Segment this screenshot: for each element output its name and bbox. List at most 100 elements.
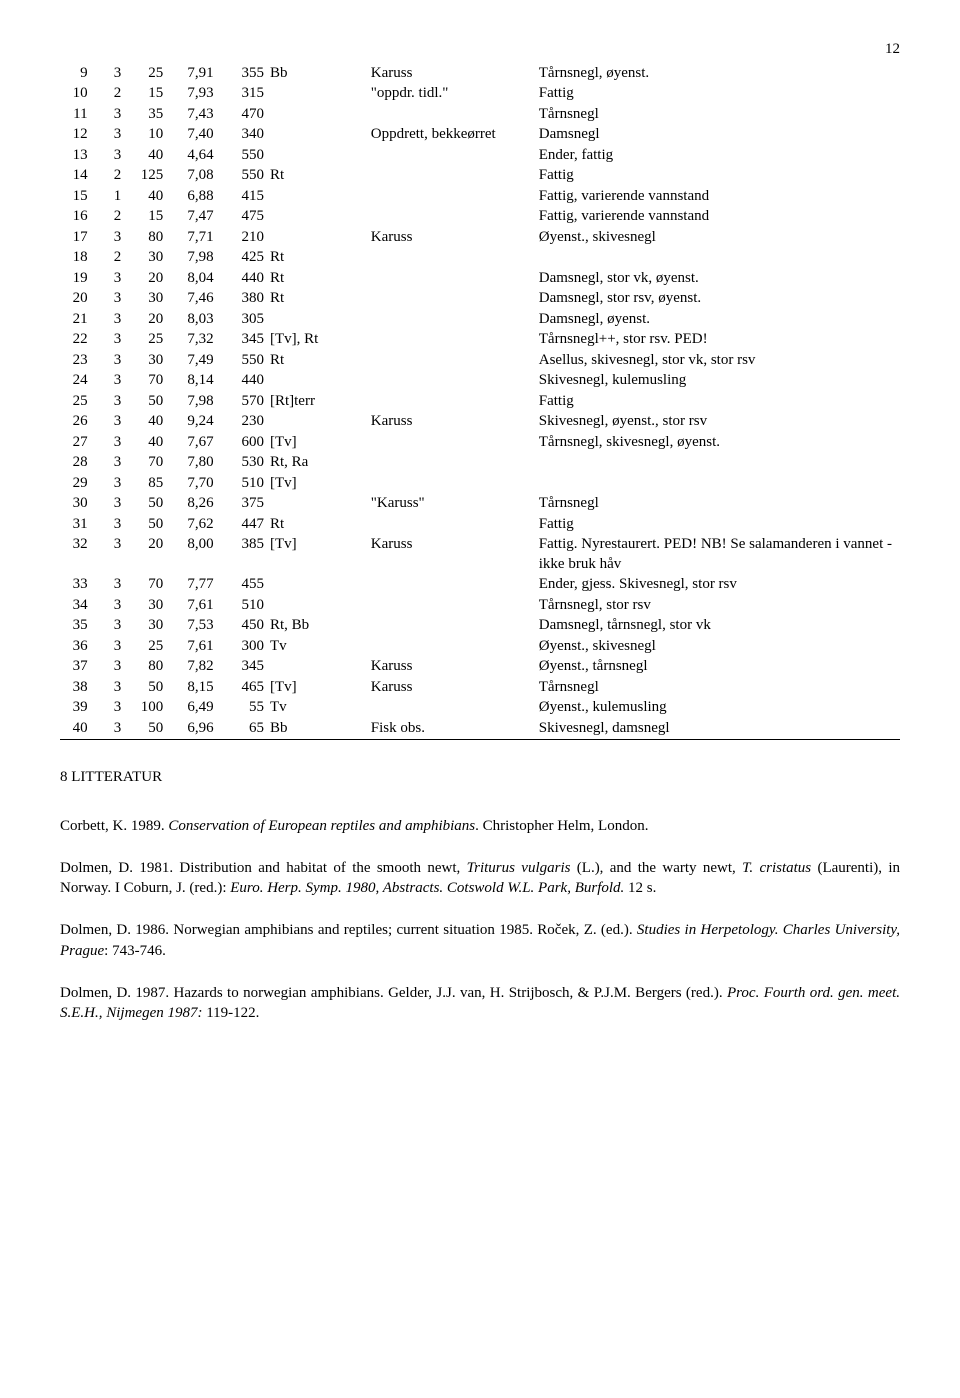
table-row: 162157,47475Fattig, varierende vannstand [60,207,900,228]
table-cell: 3 [94,269,128,290]
table-cell: 7,49 [169,351,219,372]
table-cell: Rt [270,166,371,187]
table-cell: 36 [60,637,94,658]
table-cell: Damsnegl, stor vk, øyenst. [539,269,900,290]
table-cell [270,494,371,515]
table-cell: 3 [94,596,128,617]
table-cell: [Tv] [270,535,371,575]
table-cell: 550 [220,166,270,187]
table-cell: 3 [94,474,128,495]
table-cell: 3 [94,412,128,433]
table-cell: 510 [220,474,270,495]
table-cell: 31 [60,515,94,536]
table-cell: 30 [127,289,169,310]
table-row: 113357,43470Tårnsnegl [60,105,900,126]
table-cell: Rt [270,248,371,269]
table-cell: 28 [60,453,94,474]
table-cell: Tårnsnegl, skivesnegl, øyenst. [539,433,900,454]
table-cell: 30 [127,596,169,617]
table-cell: 355 [220,64,270,85]
table-row: 213208,03305Damsnegl, øyenst. [60,310,900,331]
table-cell: Skivesnegl, øyenst., stor rsv [539,412,900,433]
table-cell: 230 [220,412,270,433]
table-cell: 550 [220,146,270,167]
table-row: 373807,82345KarussØyenst., tårnsnegl [60,657,900,678]
table-row: 123107,40340Oppdrett, bekkeørretDamsnegl [60,125,900,146]
table-cell: Karuss [371,412,539,433]
table-cell [539,248,900,269]
table-cell [270,125,371,146]
table-cell: 6,88 [169,187,219,208]
table-cell: 450 [220,616,270,637]
table-cell: 9,24 [169,412,219,433]
table-cell: 8,03 [169,310,219,331]
table-row: 313507,62447RtFattig [60,515,900,536]
table-cell [371,637,539,658]
table-cell [371,515,539,536]
table-cell: 34 [60,596,94,617]
table-cell: Tårnsnegl [539,678,900,699]
table-cell: 7,98 [169,392,219,413]
table-cell [371,433,539,454]
table-cell: 40 [127,412,169,433]
table-cell: 2 [94,207,128,228]
table-cell: 440 [220,371,270,392]
table-cell: Tårnsnegl++, stor rsv. PED! [539,330,900,351]
table-cell: 85 [127,474,169,495]
table-cell: 380 [220,289,270,310]
table-cell [539,474,900,495]
table-cell: 3 [94,575,128,596]
reference-text: Dolmen, D. 1981. Distribution and habita… [60,860,467,876]
table-row: 233307,49550RtAsellus, skivesnegl, stor … [60,351,900,372]
reference-text: 119-122. [202,1005,259,1021]
table-cell [371,698,539,719]
reference-italic: Triturus vulgaris [467,860,571,876]
table-cell [270,105,371,126]
table-cell: 8,00 [169,535,219,575]
table-cell: 30 [60,494,94,515]
table-cell: Tv [270,637,371,658]
table-cell: 15 [127,84,169,105]
table-cell: 3 [94,678,128,699]
table-cell: Karuss [371,64,539,85]
table-cell: 19 [60,269,94,290]
table-cell: 20 [127,535,169,575]
table-cell [371,453,539,474]
table-cell: 50 [127,678,169,699]
table-cell: Damsnegl, stor rsv, øyenst. [539,289,900,310]
table-cell [371,207,539,228]
table-cell: 13 [60,146,94,167]
table-cell: 20 [127,269,169,290]
table-cell: 475 [220,207,270,228]
reference-text: 12 s. [624,880,656,896]
table-cell: Karuss [371,228,539,249]
table-cell: 125 [127,166,169,187]
table-cell: Fattig, varierende vannstand [539,187,900,208]
table-cell [371,166,539,187]
table-cell: 7,53 [169,616,219,637]
table-cell: 32 [60,535,94,575]
table-cell [371,596,539,617]
table-cell: 345 [220,330,270,351]
table-cell: 550 [220,351,270,372]
table-cell: "Karuss" [371,494,539,515]
table-cell: 3 [94,453,128,474]
table-cell: 7,43 [169,105,219,126]
table-cell: 7,93 [169,84,219,105]
table-cell [270,84,371,105]
table-row: 353307,53450Rt, BbDamsnegl, tårnsnegl, s… [60,616,900,637]
reference-text: Dolmen, D. 1986. Norwegian amphibians an… [60,922,637,938]
table-cell: 50 [127,515,169,536]
reference-italic: T. cristatus [742,860,811,876]
table-cell: 3 [94,125,128,146]
table-cell: 7,61 [169,596,219,617]
table-cell [371,330,539,351]
table-cell: 70 [127,371,169,392]
table-row: 182307,98425Rt [60,248,900,269]
table-cell: 340 [220,125,270,146]
table-cell: Karuss [371,657,539,678]
table-cell: 3 [94,494,128,515]
table-cell: 7,47 [169,207,219,228]
table-cell: 7,67 [169,433,219,454]
table-cell [270,575,371,596]
